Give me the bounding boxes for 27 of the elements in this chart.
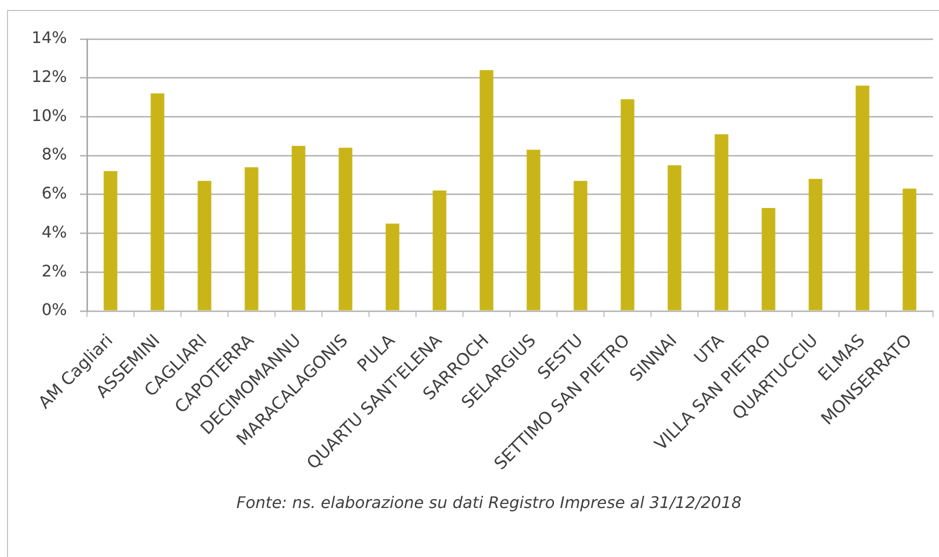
bar [526,150,540,310]
bar [292,146,306,310]
y-tick-label: 12% [31,67,67,86]
y-tick-label: 10% [31,106,67,125]
y-tick-label: 8% [42,144,67,164]
bar [338,148,352,310]
bar [574,180,588,310]
y-tick-label: 2% [42,261,67,280]
y-tick-label: 0% [42,300,67,320]
bar [902,188,916,310]
bar [714,134,728,310]
y-tick-label: 4% [42,222,67,242]
bar [432,190,446,310]
bar [856,86,870,310]
bar [762,208,776,310]
bar [480,70,494,310]
y-tick-label: 6% [42,184,67,203]
bar [198,180,212,310]
bar [244,167,258,310]
bar [668,165,682,310]
source-note: Fonte: ns. elaborazione su dati Registro Imprese al 31/12/2018 [236,493,742,512]
bar [104,171,118,310]
bar [150,93,164,310]
y-tick-label: 14% [31,28,67,48]
bar [620,99,634,310]
bar [808,178,822,310]
bar [386,224,400,310]
